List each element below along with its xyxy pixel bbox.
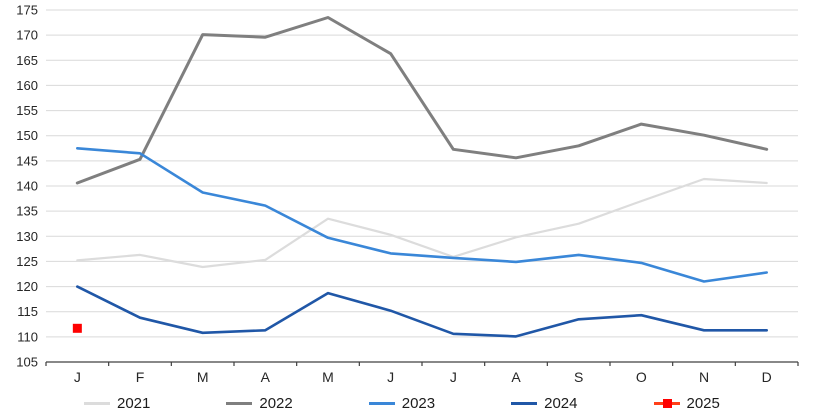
y-tick-label-145: 145 [16,153,38,168]
series-line-2021 [76,177,768,269]
x-tick-label-8: S [574,369,583,385]
series-line-2024 [76,285,769,338]
legend-label-2022: 2022 [259,394,293,412]
legend-label-2021: 2021 [117,394,151,412]
legend-line-marker-2024 [511,401,538,405]
legend-line-marker-2025 [653,398,680,408]
series-line-2023 [76,147,769,283]
y-tick-label-110: 110 [17,329,38,344]
series-line-2022 [75,16,769,185]
x-tick-label-10: N [699,369,709,385]
x-tick-label-9: O [636,369,647,385]
x-tick-label-3: A [261,369,271,385]
y-tick-label-165: 165 [16,53,38,68]
y-tick-label-105: 105 [16,355,38,370]
x-tick-label-11: D [762,369,772,385]
legend-item-2022: 2022 [226,394,293,412]
x-tick-label-7: A [511,369,521,385]
legend-label-2024: 2024 [544,394,578,412]
series-point-2025 [72,323,82,333]
y-tick-label-115: 115 [17,304,38,319]
x-tick-label-1: F [136,369,145,385]
legend-line-marker-2022 [226,401,253,405]
legend-label-2023: 2023 [401,394,436,412]
x-tick-label-5: J [387,369,394,385]
legend-item-2024: 2024 [511,394,578,412]
legend-label-2025: 2025 [686,394,720,412]
y-tick-label-125: 125 [16,254,38,269]
y-tick-label-140: 140 [16,179,38,194]
line-chart-plot-area: 105 110 115 120 125 130 135 140 145 150 155 160 165 1… [16,3,799,385]
x-tick-label-0: J [74,369,81,385]
y-tick-label-155: 155 [16,103,38,118]
y-tick-label-120: 120 [16,279,38,294]
x-tick-label-2: M [197,369,209,385]
legend-item-2021: 2021 [84,396,150,411]
y-tick-label-135: 135 [16,204,38,219]
legend-item-2025: 2025 [653,394,720,412]
chart-legend: 2021 2022 2023 2024 2025 [0,391,820,415]
y-tick-label-130: 130 [16,229,38,244]
legend-line-marker-2021 [84,401,110,405]
line-chart-svg: 105 110 115 120 125 130 135 140 145 150 155 160 165 1… [16,3,799,385]
x-tick-label-6: J [450,369,457,385]
y-tick-label-170: 170 [16,28,38,43]
y-tick-label-160: 160 [16,78,38,93]
legend-line-marker-2023 [368,401,395,405]
legend-square-marker-2025 [662,398,672,408]
y-tick-label-175: 175 [16,3,38,18]
y-tick-label-150: 150 [16,128,38,143]
legend-item-2023: 2023 [368,394,436,412]
x-tick-label-4: M [322,369,334,385]
